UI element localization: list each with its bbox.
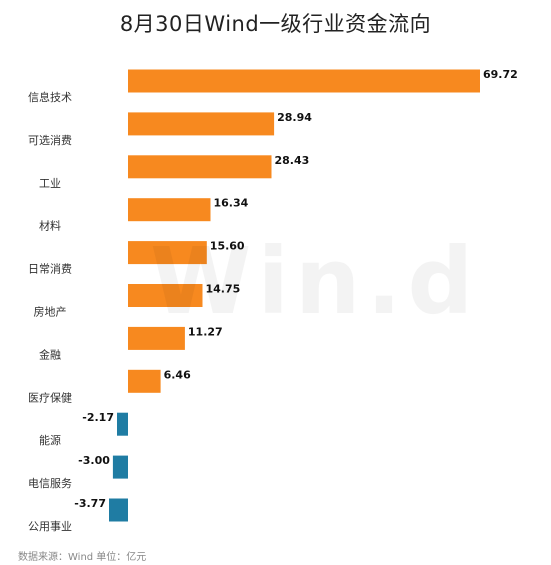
category-label-6: 金融 — [39, 347, 61, 361]
bar-2 — [128, 155, 272, 179]
category-label-1: 可选消费 — [28, 133, 72, 147]
category-label-0: 信息技术 — [28, 90, 72, 104]
value-label-0: 69.72 — [483, 68, 518, 81]
value-label-4: 15.60 — [210, 240, 245, 253]
source-note: 数据来源：Wind 单位：亿元 — [18, 552, 147, 563]
value-label-6: 11.27 — [188, 325, 223, 338]
bar-6 — [128, 326, 185, 350]
category-label-4: 日常消费 — [28, 262, 72, 276]
value-label-9: -3.00 — [78, 454, 110, 467]
bar-5 — [128, 284, 203, 307]
bar-0 — [128, 69, 480, 93]
bar-3 — [128, 198, 211, 222]
category-label-7: 医疗保健 — [28, 390, 72, 404]
value-label-10: -3.77 — [74, 497, 106, 510]
bar-9 — [112, 455, 128, 479]
bar-7 — [128, 369, 161, 393]
category-label-3: 材料 — [39, 219, 61, 233]
category-label-9: 电信服务 — [28, 477, 72, 490]
value-label-7: 6.46 — [164, 368, 191, 381]
category-label-8: 能源 — [39, 433, 61, 447]
category-label-10: 公用事业 — [28, 520, 72, 533]
chart-title: 8月30日Wind一级行业资金流向 — [119, 12, 432, 36]
value-label-8: -2.17 — [82, 411, 114, 424]
bars-group — [109, 69, 480, 522]
value-label-5: 14.75 — [206, 283, 241, 296]
category-label-5: 房地产 — [34, 305, 67, 319]
value-labels-group: 69.72 28.94 28.43 16.34 15.60 14.75 11.27 6.46 -… — [74, 68, 518, 510]
bar-1 — [128, 112, 275, 136]
value-label-3: 16.34 — [214, 197, 249, 210]
bar-10 — [109, 498, 128, 522]
value-label-1: 28.94 — [277, 111, 312, 124]
value-label-2: 28.43 — [275, 154, 310, 167]
bar-8 — [117, 412, 128, 436]
category-label-2: 工业 — [39, 177, 61, 190]
bar-4 — [128, 241, 207, 265]
